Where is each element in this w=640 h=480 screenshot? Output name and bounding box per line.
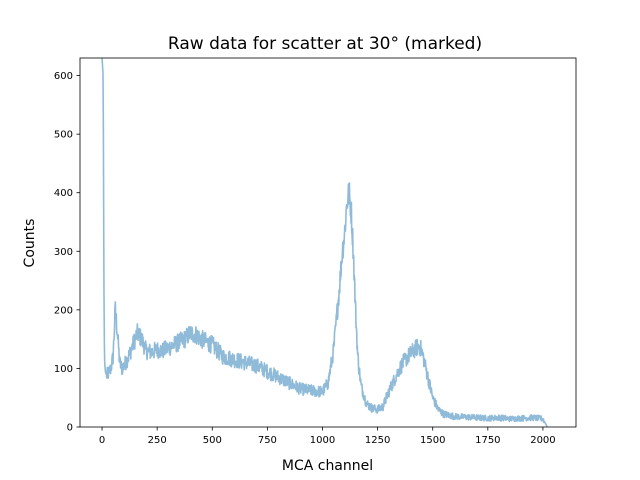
y-tick-label-500: 500 bbox=[54, 130, 73, 141]
x-tick-label-2000: 2000 bbox=[530, 435, 555, 446]
y-tick-label-200: 200 bbox=[54, 305, 73, 316]
y-axis-label: Counts bbox=[22, 219, 38, 268]
axes-frame bbox=[79, 57, 577, 428]
x-tick-label-0: 0 bbox=[99, 435, 105, 446]
y-tick-label-0: 0 bbox=[67, 423, 73, 434]
y-tick-label-100: 100 bbox=[54, 364, 73, 375]
plot-area: 0 250 500 750 1000 1250 1500 1750 2000 0 100 200 300… bbox=[54, 57, 577, 446]
y-tick-label-300: 300 bbox=[54, 247, 73, 258]
series-line-0 bbox=[101, 57, 548, 427]
y-tick-label-400: 400 bbox=[54, 188, 73, 199]
x-tick-label-500: 500 bbox=[203, 435, 222, 446]
x-axis-label: MCA channel bbox=[282, 458, 373, 474]
x-tick-label-1250: 1250 bbox=[365, 435, 390, 446]
x-tick-label-1500: 1500 bbox=[420, 435, 445, 446]
y-tick-label-600: 600 bbox=[54, 71, 73, 82]
x-tick-label-750: 750 bbox=[258, 435, 277, 446]
x-tick-label-250: 250 bbox=[148, 435, 167, 446]
x-tick-label-1750: 1750 bbox=[475, 435, 500, 446]
x-tick-label-1000: 1000 bbox=[310, 435, 335, 446]
chart-title: Raw data for scatter at 30° (marked) bbox=[168, 34, 482, 54]
